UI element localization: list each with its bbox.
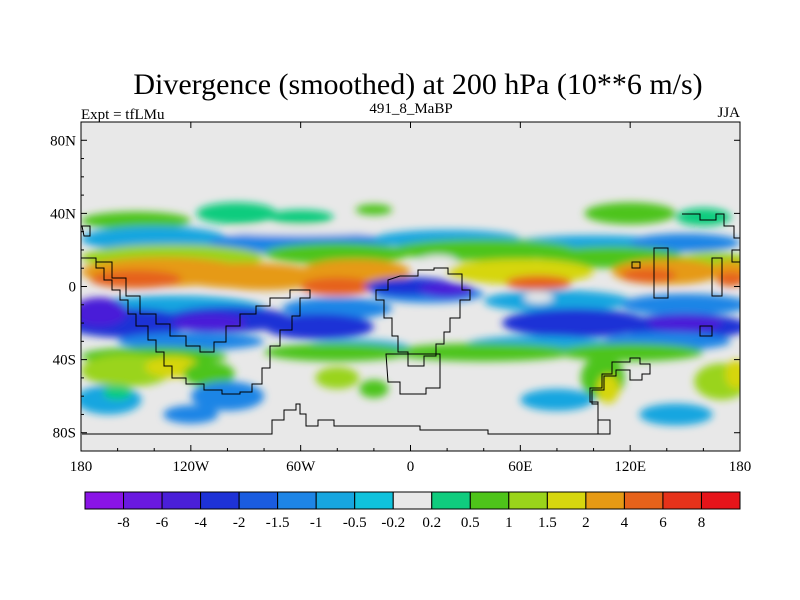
field-region [183, 361, 235, 388]
colorbar-swatch [123, 491, 163, 510]
field-region [675, 207, 731, 227]
colorbar-swatch [662, 491, 702, 510]
field-region [315, 366, 360, 389]
field-region [716, 271, 740, 287]
colorbar-swatch [161, 491, 202, 510]
field-region [264, 242, 411, 265]
field-region [639, 403, 713, 426]
colorbar-swatch [238, 491, 279, 510]
field-region [648, 313, 722, 333]
field-region [218, 275, 310, 291]
field-region [81, 211, 191, 230]
field-region [621, 293, 740, 316]
y-tick-label: 80N [50, 133, 76, 149]
colorbar-swatch [700, 491, 741, 510]
colorbar-label: -0.2 [381, 515, 405, 531]
x-tick-label: 120E [614, 459, 646, 475]
field-region [392, 343, 576, 362]
season-label: JJA [717, 105, 740, 121]
x-tick-label: 60W [286, 459, 316, 475]
colorbar-label: -4 [194, 515, 207, 531]
colorbar-label: -8 [117, 515, 130, 531]
field-region [90, 270, 182, 289]
field-region [190, 381, 265, 411]
field-region [419, 255, 457, 267]
field-region [392, 238, 576, 261]
field-region [505, 275, 572, 291]
colorbar-swatch [469, 491, 510, 510]
x-tick-label: 60E [508, 459, 532, 475]
field-region [694, 363, 740, 400]
colorbar-label: -1.5 [266, 515, 290, 531]
field-region [172, 313, 246, 333]
field-region [584, 202, 676, 225]
experiment-label: Expt = tfLMu [81, 107, 165, 123]
colorbar-label: -2 [233, 515, 246, 531]
x-tick-label: 120W [172, 459, 210, 475]
field-region [196, 202, 277, 225]
field-region [520, 388, 594, 411]
field-region [419, 282, 475, 298]
field-region [523, 291, 554, 303]
field-region [597, 374, 620, 404]
colorbar-label: 4 [621, 515, 629, 531]
field-region [483, 290, 631, 313]
y-axis: 80N 40N 0 40S 80S [50, 133, 740, 442]
y-tick-label: 40S [53, 353, 76, 369]
colorbar: -8 -6 -4 -2 -1.5 -1 -0.5 -0.2 0.2 0.5 1 1.5 2 4 6 8 [84, 491, 741, 531]
field-region [264, 343, 411, 362]
colorbar-swatch [431, 491, 471, 510]
continent-outlines [81, 213, 740, 435]
x-axis: 180 120W 60W 0 60E 120E 180 [70, 122, 752, 475]
colorbar-swatch [623, 491, 664, 510]
colorbar-swatch [508, 491, 548, 510]
field-region [282, 297, 393, 320]
field-region [300, 277, 374, 296]
colorbar-label: 2 [582, 515, 590, 531]
colorbar-label: -1 [310, 515, 323, 531]
colorbar-label: 1.5 [538, 515, 557, 531]
field-region [227, 228, 374, 236]
field-region [630, 233, 740, 252]
chart-title: Divergence (smoothed) at 200 hPa (10**6 … [133, 68, 702, 101]
field-region [163, 405, 219, 424]
field-region [355, 204, 393, 216]
colorbar-label: -0.5 [343, 515, 367, 531]
plot-area [80, 121, 741, 452]
field-region [264, 313, 374, 340]
field-region [117, 332, 265, 351]
field-region [556, 343, 704, 362]
colorbar-label: 1 [505, 515, 513, 531]
x-tick-label: 0 [407, 459, 415, 475]
field-region [725, 359, 740, 389]
colorbar-swatch [546, 491, 587, 510]
field-region [502, 308, 649, 338]
x-tick-label: 180 [729, 459, 752, 475]
colorbar-swatch [84, 491, 125, 510]
colorbar-swatch [315, 491, 356, 510]
colorbar-swatch [277, 491, 317, 510]
field-region [621, 268, 676, 283]
field-region [102, 385, 133, 400]
colorbar-label: 0.2 [422, 515, 441, 531]
colorbar-label: 8 [698, 515, 706, 531]
y-tick-label: 80S [53, 426, 76, 442]
colorbar-swatch [585, 491, 625, 510]
field-region [81, 297, 127, 327]
run-label: 491_8_MaBP [369, 101, 452, 117]
colorbar-label: -6 [156, 515, 169, 531]
divergence-field [81, 202, 740, 426]
colorbar-swatch [200, 491, 240, 510]
y-tick-label: 40N [50, 206, 76, 222]
colorbar-label: 6 [659, 515, 667, 531]
field-region [267, 209, 334, 225]
y-tick-label: 0 [69, 280, 77, 296]
colorbar-swatch [354, 491, 394, 510]
colorbar-swatch [392, 491, 433, 510]
field-region [359, 379, 389, 398]
colorbar-label: 0.5 [461, 515, 480, 531]
x-tick-label: 180 [70, 459, 93, 475]
